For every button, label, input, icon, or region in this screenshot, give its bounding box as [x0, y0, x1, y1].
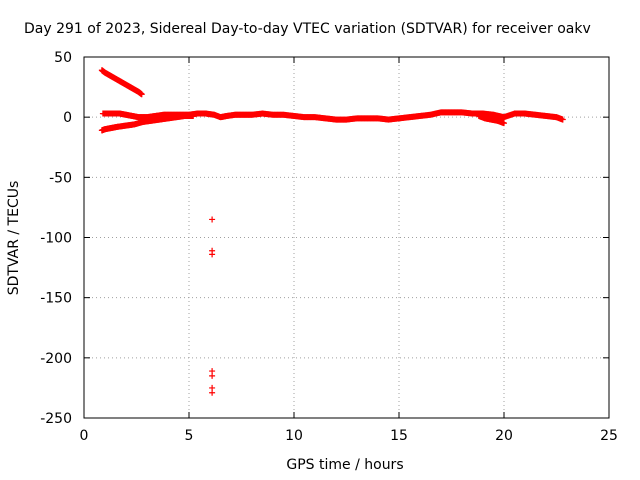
data-point [138, 91, 145, 98]
y-tick-label: -50 [49, 170, 72, 186]
grid-lines [84, 57, 609, 418]
y-tick-label: -200 [40, 351, 72, 367]
data-point [209, 372, 216, 379]
axis-ticks: -250 -200 -150 -100 -50 0 50 0 5 10 15 20 25 [40, 50, 618, 444]
data-points [98, 67, 566, 396]
plot-frame [83, 56, 610, 419]
x-tick-label: 0 [80, 428, 89, 444]
chart-title: Day 291 of 2023, Sidereal Day-to-day VTE… [24, 21, 591, 37]
x-tick-label: 20 [495, 428, 513, 444]
data-point [209, 251, 216, 258]
data-point [501, 120, 507, 127]
x-tick-label: 10 [285, 428, 303, 444]
data-point [559, 116, 566, 123]
y-tick-label: -150 [40, 291, 72, 307]
data-point [209, 389, 216, 396]
x-tick-label: 25 [600, 428, 618, 444]
y-tick-label: -250 [40, 411, 72, 427]
x-tick-label: 15 [390, 428, 408, 444]
y-tick-label: -100 [40, 231, 72, 247]
x-axis-label: GPS time / hours [286, 457, 403, 473]
x-tick-label: 5 [185, 428, 194, 444]
y-tick-label: 50 [54, 50, 72, 66]
y-tick-label: 0 [63, 110, 72, 126]
data-point [209, 216, 216, 223]
data-point [190, 112, 197, 119]
y-axis-label: SDTVAR / TECUs [6, 181, 22, 296]
